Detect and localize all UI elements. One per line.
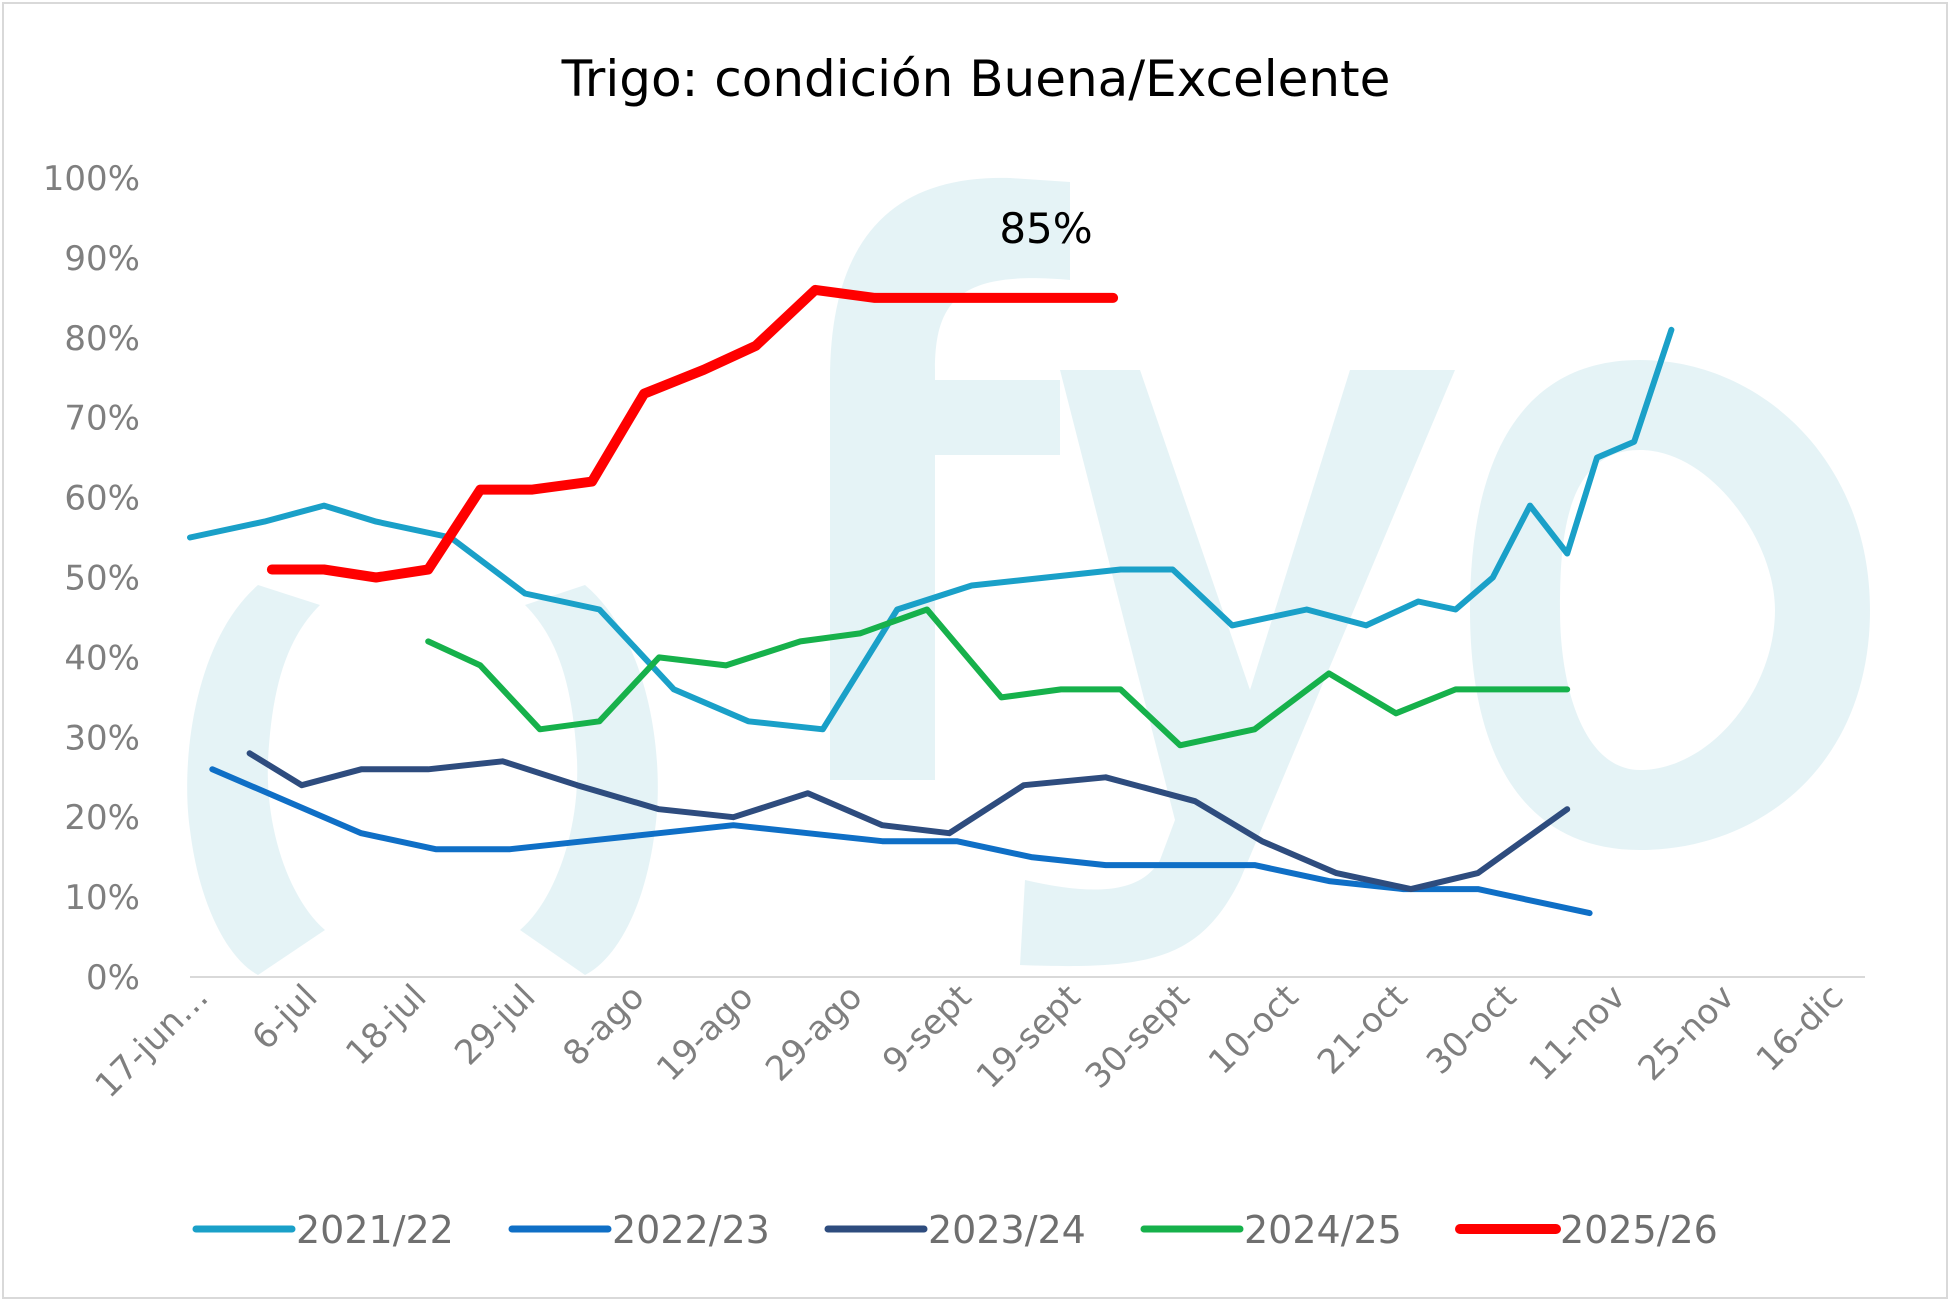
y-tick-label: 60%: [64, 479, 140, 519]
series-line-2021-22: [187, 326, 1675, 733]
y-tick-label: 100%: [43, 159, 140, 199]
x-tick-label: 25-nov: [1631, 977, 1743, 1089]
legend-label: 2021/22: [296, 1208, 454, 1252]
x-tick-label: 30-oct: [1419, 977, 1524, 1082]
x-tick-label: 21-oct: [1310, 977, 1415, 1082]
series-line-2022-23: [209, 766, 1593, 917]
y-tick-label: 0%: [86, 958, 140, 998]
x-axis: 17-jun… 6-jul 18-jul 29-jul 8-ago19-ago29-ag…: [88, 977, 1852, 1106]
y-tick-label: 90%: [64, 239, 140, 279]
legend-label: 2023/24: [928, 1208, 1086, 1252]
x-tick-label: 6-jul: [245, 977, 326, 1058]
x-tick-label: 16-dic: [1749, 977, 1852, 1080]
chart-title: Trigo: condición Buena/Excelente: [561, 50, 1391, 108]
series-line-2024-25: [425, 606, 1571, 749]
y-tick-label: 30%: [64, 718, 140, 758]
y-tick-label: 10%: [64, 878, 140, 918]
x-tick-label: 29-ago: [758, 977, 870, 1089]
x-tick-label: 19-ago: [649, 977, 761, 1089]
legend: 2021/22 2022/23 2023/24 2024/25 2025/26: [192, 1208, 1718, 1252]
x-tick-label: 29-jul: [447, 977, 543, 1073]
annotation-label: 85%: [999, 204, 1092, 253]
y-tick-label: 80%: [64, 319, 140, 359]
fyo-watermark-logo: [187, 177, 1870, 975]
legend-label: 2024/25: [1244, 1208, 1402, 1252]
legend-label: 2025/26: [1560, 1208, 1718, 1252]
x-tick-label: 10-oct: [1201, 977, 1306, 1082]
x-tick-label: 8-ago: [555, 977, 652, 1074]
y-tick-label: 20%: [64, 798, 140, 838]
x-tick-label: 19-sept: [969, 977, 1089, 1097]
y-tick-label: 70%: [64, 399, 140, 439]
legend-label: 2022/23: [612, 1208, 770, 1252]
x-tick-label: 9-sept: [875, 977, 979, 1081]
y-tick-label: 40%: [64, 638, 140, 678]
x-tick-label: 18-jul: [338, 977, 434, 1073]
x-tick-label: 11-nov: [1522, 977, 1634, 1089]
x-tick-label: 30-sept: [1078, 977, 1198, 1097]
y-tick-label: 50%: [64, 559, 140, 599]
series-lines: [187, 284, 1675, 917]
series-line-2025-26: [266, 284, 1119, 583]
series-line-2023-24: [246, 750, 1571, 893]
y-axis: 0% 10% 20% 30% 40% 50% 60% 70% 80% 90% 100%: [43, 159, 140, 998]
